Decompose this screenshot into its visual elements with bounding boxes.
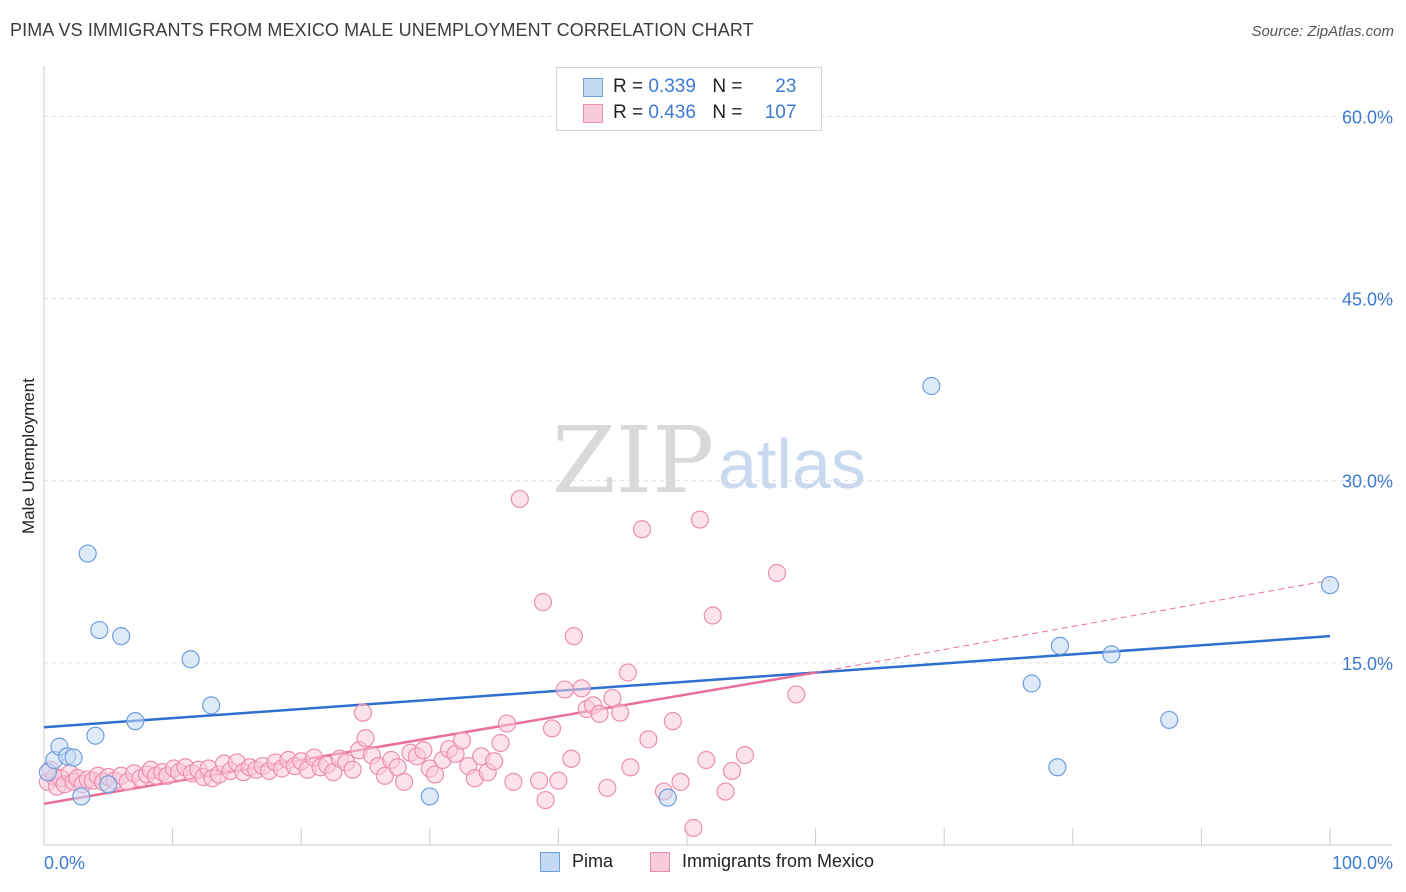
r-value: 0.436 [648, 102, 696, 123]
pima-label: Pima [572, 851, 614, 871]
watermark: ZIP atlas [552, 407, 866, 514]
data-point [767, 563, 787, 583]
data-point [922, 376, 941, 396]
data-point [697, 750, 716, 770]
data-point [485, 752, 504, 771]
data-point [375, 766, 394, 785]
data-point [420, 787, 439, 806]
data-point [491, 733, 510, 753]
mexico-trend-line [43, 671, 816, 805]
mexico-swatch [650, 851, 670, 872]
mexico-swatch [583, 103, 603, 123]
data-point [99, 775, 118, 794]
legend-row-pima: R = 0.339 N = 23 [583, 75, 796, 99]
data-point [1022, 674, 1041, 693]
tick-labels: 15.0% 30.0% 45.0% 60.0% 0.0% 100.0% [44, 107, 1393, 873]
y-tick-label: 60.0% [1342, 107, 1393, 127]
legend-row-mexico: R = 0.436 N = 107 [583, 101, 796, 125]
data-point [452, 731, 472, 750]
watermark-zip: ZIP [552, 407, 714, 514]
data-point [533, 593, 553, 612]
data-point [86, 726, 105, 745]
data-point [632, 520, 652, 539]
data-point [716, 782, 735, 801]
data-point [684, 818, 703, 838]
n-value: 23 [775, 76, 797, 97]
watermark-atlas: atlas [718, 425, 866, 503]
data-point [572, 679, 591, 698]
data-point [1320, 576, 1340, 595]
data-points [38, 376, 1340, 838]
data-point [90, 620, 109, 640]
mexico-trend-extension [815, 579, 1331, 674]
data-point [671, 772, 690, 791]
data-point [425, 765, 445, 784]
bottom-legend-pima: Pima [540, 851, 613, 872]
data-point [343, 760, 362, 779]
data-point [72, 787, 91, 806]
data-point [621, 758, 640, 777]
pima-trend-line [43, 634, 1331, 729]
data-point [126, 712, 145, 731]
data-point [590, 704, 609, 723]
data-point [690, 510, 709, 529]
r-value: 0.339 [648, 76, 696, 97]
data-point [64, 748, 83, 767]
data-point [536, 790, 555, 810]
source-label: Source: ZipAtlas.com [1251, 23, 1394, 40]
n-label: N = [712, 76, 743, 97]
n-value: 107 [764, 102, 797, 123]
data-point [530, 771, 549, 790]
data-point [603, 688, 622, 708]
data-point [639, 730, 658, 749]
pima-swatch [583, 77, 603, 97]
data-point [1102, 645, 1121, 664]
data-point [658, 788, 677, 807]
x-tick-label: 100.0% [1332, 853, 1393, 873]
n-label: N = [712, 102, 743, 123]
stats-legend: R = 0.339 N = 23 R = 0.436 N = 107 [556, 67, 822, 131]
data-point [181, 650, 200, 669]
data-point [353, 703, 373, 722]
r-label: R = [613, 76, 644, 97]
data-point [497, 714, 517, 733]
data-point [722, 761, 742, 781]
data-point [1050, 636, 1070, 655]
data-point [510, 489, 529, 509]
data-point [202, 696, 221, 715]
data-point [1160, 710, 1179, 730]
data-point [1048, 758, 1067, 777]
data-point [663, 712, 682, 731]
data-point [735, 746, 754, 765]
y-axis-label: Male Unemployment [19, 378, 38, 534]
r-label: R = [613, 102, 644, 123]
data-point [394, 772, 414, 791]
data-point [414, 741, 433, 760]
mexico-label: Immigrants from Mexico [682, 851, 875, 871]
chart-title: PIMA VS IMMIGRANTS FROM MEXICO MALE UNEM… [10, 20, 754, 40]
x-tick-label: 0.0% [44, 853, 85, 873]
data-point [555, 680, 574, 699]
grid-lines [44, 115, 1392, 664]
data-point [787, 685, 806, 704]
data-point [618, 663, 637, 682]
data-point [564, 627, 583, 646]
data-point [611, 703, 630, 722]
data-point [562, 749, 581, 768]
y-tick-label: 30.0% [1342, 472, 1393, 492]
y-tick-label: 15.0% [1342, 654, 1393, 674]
data-point [78, 544, 97, 563]
data-point [703, 606, 722, 625]
data-point [112, 627, 131, 646]
data-point [504, 772, 523, 791]
data-point [598, 778, 617, 798]
data-point [549, 771, 568, 790]
data-point [542, 719, 562, 738]
y-tick-label: 45.0% [1342, 290, 1393, 310]
pima-swatch [540, 851, 560, 872]
bottom-legend-mexico: Immigrants from Mexico [650, 851, 874, 872]
data-point [356, 729, 375, 748]
